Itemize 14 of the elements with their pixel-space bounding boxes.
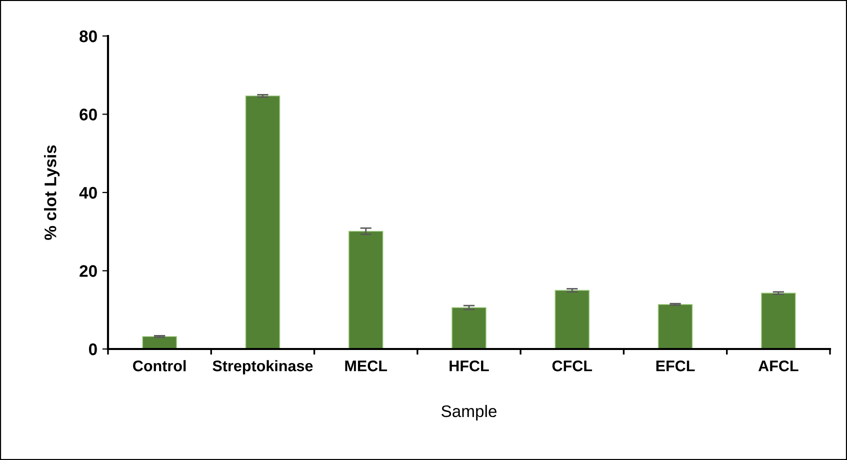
x-tick-label: Control — [133, 360, 186, 372]
x-tick-label: AFCL — [758, 360, 798, 372]
y-tick-label: 80 — [80, 30, 97, 42]
y-axis-title: % clot Lysis — [44, 145, 60, 240]
y-tick-label: 60 — [80, 108, 97, 120]
y-tick-label: 40 — [79, 186, 97, 199]
x-axis-title: Sample — [442, 404, 497, 420]
x-tick-label: MECL — [345, 360, 388, 372]
y-tick-label: 20 — [80, 265, 97, 277]
x-tick-label: CFCL — [552, 360, 592, 372]
x-tick-label: HFCL — [450, 360, 489, 372]
x-tick-label: Streptokinase — [212, 360, 313, 374]
y-tick-label: 0 — [88, 343, 97, 356]
x-tick-label: EFCL — [656, 360, 695, 372]
